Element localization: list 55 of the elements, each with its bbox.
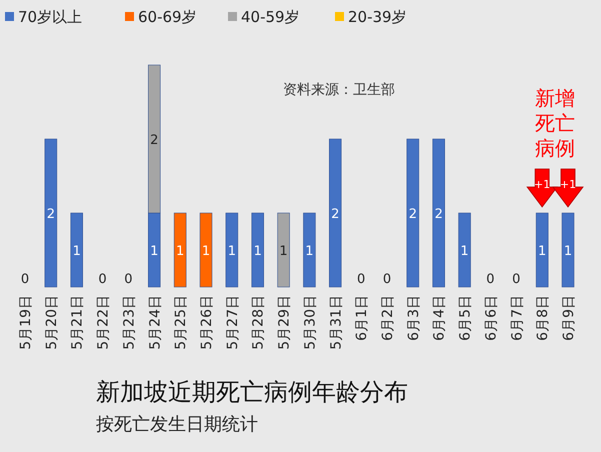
data-label: 2 bbox=[46, 207, 55, 222]
data-label: 1 bbox=[254, 244, 262, 259]
data-label: 2 bbox=[434, 207, 443, 222]
x-tick-label: 5月26日 bbox=[199, 295, 215, 350]
data-label: 0 bbox=[357, 272, 366, 287]
legend-label: 60-69岁 bbox=[138, 8, 197, 26]
legend-label: 20-39岁 bbox=[348, 8, 407, 26]
data-label: 1 bbox=[176, 244, 184, 259]
data-label: 1 bbox=[538, 244, 546, 259]
x-tick-label: 5月19日 bbox=[18, 295, 34, 350]
x-tick-label: 5月28日 bbox=[250, 295, 267, 350]
data-label: 0 bbox=[124, 272, 133, 287]
data-label: 0 bbox=[486, 272, 495, 287]
x-tick-label: 5月25日 bbox=[173, 295, 190, 350]
x-tick-label: 5月20日 bbox=[44, 295, 60, 350]
data-label: 2 bbox=[331, 207, 340, 222]
annotation: 资料来源：卫生部 bbox=[283, 82, 395, 98]
legend-label: 70岁以上 bbox=[18, 8, 82, 26]
data-label: 1 bbox=[564, 244, 572, 259]
x-tick-label: 6月8日 bbox=[535, 295, 552, 341]
data-label: 0 bbox=[512, 272, 520, 287]
x-tick-label: 6月5日 bbox=[458, 295, 474, 341]
x-tick-label: 6月9日 bbox=[561, 295, 577, 341]
x-tick-label: 5月29日 bbox=[276, 295, 293, 350]
x-tick-label: 6月7日 bbox=[509, 295, 526, 341]
data-label: 0 bbox=[382, 272, 392, 287]
annotation: +1 bbox=[560, 178, 576, 191]
data-label: 2 bbox=[150, 133, 158, 148]
x-tick-label: 6月1日 bbox=[354, 295, 370, 341]
x-tick-label: 5月24日 bbox=[147, 295, 164, 350]
x-tick-label: 6月3日 bbox=[406, 295, 422, 341]
legend-label: 40-59岁 bbox=[241, 8, 300, 26]
text: 按死亡发生日期统计 bbox=[96, 414, 258, 435]
data-label: 2 bbox=[408, 207, 417, 222]
x-tick-label: 5月27日 bbox=[224, 295, 241, 350]
annotation: +1 bbox=[534, 178, 550, 191]
x-tick-label: 5月23日 bbox=[121, 295, 138, 350]
text: 新加坡近期死亡病例年龄分布 bbox=[96, 378, 408, 406]
data-label: 1 bbox=[460, 244, 469, 259]
x-tick-label: 5月30日 bbox=[302, 295, 318, 350]
data-label: 0 bbox=[98, 272, 107, 287]
data-label: 1 bbox=[202, 244, 210, 259]
x-tick-label: 6月6日 bbox=[483, 295, 500, 341]
x-tick-label: 6月4日 bbox=[432, 295, 448, 341]
data-label: 1 bbox=[228, 244, 236, 259]
x-tick-label: 5月31日 bbox=[328, 295, 344, 350]
data-label: 1 bbox=[279, 244, 288, 259]
x-tick-label: 6月2日 bbox=[380, 295, 396, 341]
data-label: 0 bbox=[20, 272, 30, 287]
data-label: 1 bbox=[305, 244, 314, 259]
x-tick-label: 5月22日 bbox=[96, 295, 112, 350]
annotation: 新增死亡病例 bbox=[535, 86, 575, 160]
data-label: 1 bbox=[72, 244, 81, 259]
data-label: 1 bbox=[150, 244, 158, 259]
x-tick-label: 5月21日 bbox=[70, 295, 86, 350]
